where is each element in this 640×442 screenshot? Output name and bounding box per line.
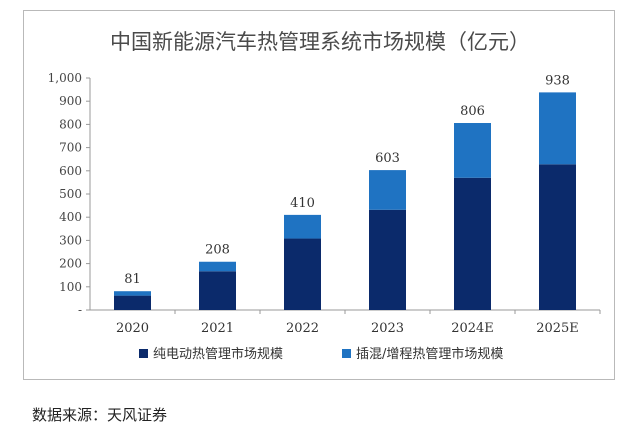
x-axis: 2020 2021 2022 2023 2024E 2025E xyxy=(90,309,601,336)
x-tick-label: 2023 xyxy=(371,321,404,336)
source-note: 数据来源：天风证券 xyxy=(32,406,168,424)
bar-segment-bev-2020 xyxy=(114,295,151,310)
chart-title: 中国新能源汽车热管理系统市场规模（亿元） xyxy=(110,30,530,54)
bar-segment-phev-2021 xyxy=(199,261,236,272)
x-tick-label: 2024E xyxy=(451,321,494,336)
bars xyxy=(114,92,576,310)
x-tick-label: 2021 xyxy=(201,321,234,336)
bar-segment-bev-2023 xyxy=(369,209,406,310)
total-label: 806 xyxy=(460,104,485,119)
bar-segment-phev-2022 xyxy=(284,214,321,239)
bar-segment-bev-2022 xyxy=(284,238,321,310)
y-tick-label: 900 xyxy=(59,94,82,108)
y-tick-label: 800 xyxy=(59,117,82,131)
legend-label: 纯电动热管理市场规模 xyxy=(153,346,283,362)
y-tick-label: 100 xyxy=(59,280,82,294)
y-tick-label: 700 xyxy=(59,141,82,155)
bar-segment-bev-2025E xyxy=(539,164,576,310)
total-label: 208 xyxy=(205,243,230,258)
legend-label: 插混/增程热管理市场规模 xyxy=(356,346,503,362)
y-tick-label: 500 xyxy=(59,187,82,201)
legend: 纯电动热管理市场规模 插混/增程热管理市场规模 xyxy=(139,346,503,362)
x-tick-label: 2025E xyxy=(536,321,579,336)
total-label: 410 xyxy=(290,196,315,211)
bar-segment-phev-2024E xyxy=(454,123,491,178)
total-label: 81 xyxy=(124,272,141,287)
bar-segment-bev-2024E xyxy=(454,177,491,310)
y-tick-label: 300 xyxy=(59,233,82,247)
bar-segment-phev-2023 xyxy=(369,170,406,210)
total-labels: 81 208 410 603 806 938 xyxy=(124,73,570,287)
legend-swatch xyxy=(139,349,148,358)
bar-segment-bev-2021 xyxy=(199,271,236,310)
legend-swatch xyxy=(342,349,351,358)
x-tick-label: 2022 xyxy=(286,321,319,336)
y-tick-label: 1,000 xyxy=(48,71,82,85)
bar-segment-phev-2025E xyxy=(539,92,576,165)
x-tick-label: 2020 xyxy=(116,321,149,336)
y-tick-label: 600 xyxy=(59,164,82,178)
y-tick-label: 200 xyxy=(59,257,82,271)
chart-svg: 中国新能源汽车热管理系统市场规模（亿元） - 100 200 300 400 500 600… xyxy=(48,30,601,362)
chart-frame: 中国新能源汽车热管理系统市场规模（亿元） - 100 200 300 400 500 600… xyxy=(23,10,615,380)
bar-segment-phev-2020 xyxy=(114,291,151,296)
y-tick-label: 400 xyxy=(59,210,82,224)
y-axis: - 100 200 300 400 500 600 700 800 900 1,000 xyxy=(48,71,91,317)
total-label: 938 xyxy=(545,73,570,88)
y-tick-label: - xyxy=(78,303,82,317)
total-label: 603 xyxy=(375,151,400,166)
